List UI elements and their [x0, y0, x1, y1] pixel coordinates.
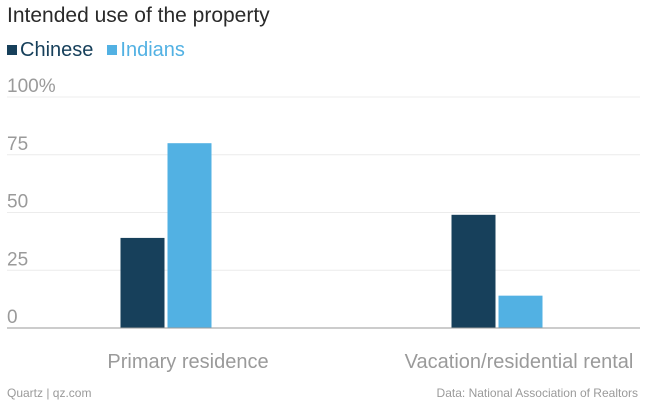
- bar: [167, 143, 212, 328]
- bar: [451, 214, 496, 328]
- x-category-label: Vacation/residential rental: [405, 351, 634, 373]
- x-category-label: Primary residence: [107, 351, 268, 373]
- footer-credit: Quartz | qz.com: [7, 386, 92, 400]
- chart-title: Intended use of the property: [7, 4, 270, 27]
- legend-swatch-indians: [107, 45, 118, 55]
- y-tick-label: 50: [7, 192, 28, 213]
- y-tick-label: 75: [7, 134, 28, 155]
- y-tick-label: 100%: [7, 76, 56, 97]
- legend-label-chinese: Chinese: [20, 38, 94, 61]
- legend-item-chinese: Chinese: [7, 39, 93, 62]
- bar: [120, 237, 165, 328]
- y-tick-label: 25: [7, 249, 28, 270]
- bar: [498, 295, 543, 328]
- legend: Chinese Indians: [7, 37, 199, 63]
- footer-source: Data: National Association of Realtors: [436, 386, 638, 400]
- legend-item-indians: Indians: [107, 39, 185, 62]
- legend-swatch-chinese: [7, 45, 17, 55]
- y-tick-label: 0: [7, 307, 18, 328]
- legend-label-indians: Indians: [120, 38, 185, 61]
